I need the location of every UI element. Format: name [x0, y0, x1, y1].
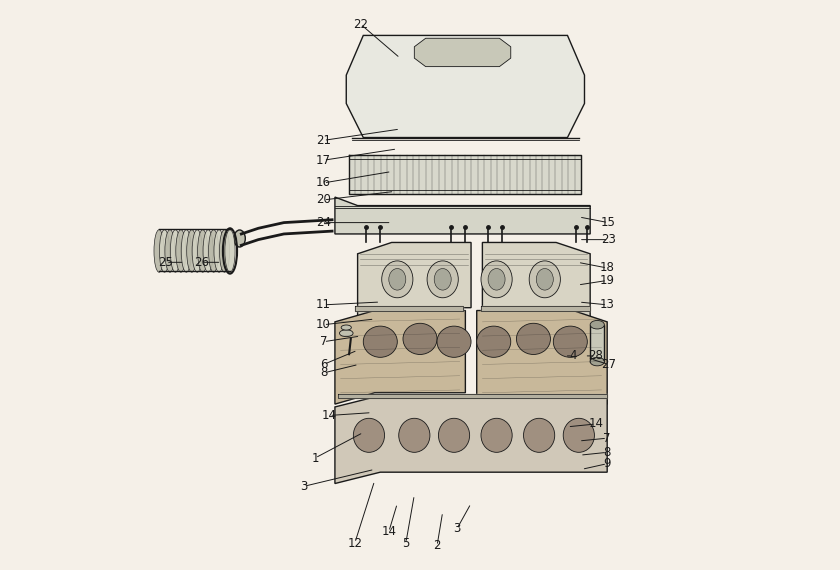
Text: 15: 15	[601, 216, 616, 229]
Text: 26: 26	[194, 256, 209, 269]
Ellipse shape	[181, 230, 192, 272]
Text: 19: 19	[600, 274, 615, 287]
Polygon shape	[349, 154, 580, 194]
PathPatch shape	[335, 197, 591, 234]
Ellipse shape	[488, 268, 505, 290]
Text: 1: 1	[312, 451, 319, 465]
Ellipse shape	[208, 230, 218, 272]
PathPatch shape	[346, 35, 585, 137]
PathPatch shape	[482, 242, 591, 319]
Ellipse shape	[434, 268, 451, 290]
Ellipse shape	[591, 357, 604, 366]
Text: 3: 3	[454, 523, 460, 535]
PathPatch shape	[414, 38, 511, 67]
Ellipse shape	[225, 230, 235, 272]
Ellipse shape	[234, 230, 245, 247]
Ellipse shape	[214, 230, 224, 272]
Text: 8: 8	[320, 367, 328, 380]
Ellipse shape	[341, 325, 351, 330]
Text: 14: 14	[322, 409, 337, 422]
Ellipse shape	[165, 230, 175, 272]
Ellipse shape	[381, 261, 413, 298]
Ellipse shape	[591, 320, 604, 329]
Ellipse shape	[477, 326, 511, 357]
Text: 7: 7	[320, 335, 328, 348]
Ellipse shape	[219, 230, 229, 272]
Ellipse shape	[154, 230, 164, 272]
Ellipse shape	[481, 261, 512, 298]
Text: 20: 20	[316, 193, 331, 206]
PathPatch shape	[335, 311, 465, 404]
Text: 10: 10	[316, 318, 331, 331]
Text: 4: 4	[570, 349, 577, 363]
Ellipse shape	[564, 418, 595, 453]
Ellipse shape	[517, 323, 550, 355]
Ellipse shape	[160, 230, 170, 272]
Ellipse shape	[339, 330, 353, 337]
Text: 5: 5	[402, 536, 410, 549]
Ellipse shape	[389, 268, 406, 290]
PathPatch shape	[335, 396, 607, 483]
Text: 2: 2	[433, 539, 441, 552]
Ellipse shape	[403, 323, 437, 355]
Ellipse shape	[529, 261, 560, 298]
Text: 17: 17	[316, 154, 331, 166]
Polygon shape	[338, 394, 607, 398]
Ellipse shape	[354, 418, 385, 453]
Ellipse shape	[554, 326, 587, 357]
Ellipse shape	[203, 230, 213, 272]
Text: 6: 6	[320, 358, 328, 371]
Polygon shape	[354, 306, 463, 311]
Text: 27: 27	[601, 358, 616, 371]
Ellipse shape	[427, 261, 459, 298]
Text: 14: 14	[381, 525, 396, 538]
Ellipse shape	[186, 230, 197, 272]
Text: 12: 12	[347, 536, 362, 549]
Text: 11: 11	[316, 298, 331, 311]
PathPatch shape	[477, 311, 607, 404]
Text: 3: 3	[300, 480, 307, 493]
Ellipse shape	[523, 418, 554, 453]
Bar	[591, 325, 604, 361]
Text: 21: 21	[316, 134, 331, 147]
Ellipse shape	[536, 268, 554, 290]
Text: 13: 13	[600, 298, 615, 311]
Text: 7: 7	[603, 431, 611, 445]
Ellipse shape	[197, 230, 207, 272]
Ellipse shape	[481, 418, 512, 453]
PathPatch shape	[358, 242, 471, 319]
Text: 16: 16	[316, 176, 331, 189]
Text: 9: 9	[603, 457, 611, 470]
Text: 24: 24	[316, 216, 331, 229]
Text: 28: 28	[588, 349, 603, 363]
Ellipse shape	[438, 418, 470, 453]
Ellipse shape	[171, 230, 181, 272]
Text: 25: 25	[159, 256, 173, 269]
Text: 8: 8	[603, 446, 611, 459]
Ellipse shape	[363, 326, 397, 357]
Ellipse shape	[176, 230, 186, 272]
Ellipse shape	[399, 418, 430, 453]
Text: 22: 22	[353, 18, 368, 31]
Polygon shape	[481, 306, 591, 311]
Text: 14: 14	[588, 417, 603, 430]
Text: 23: 23	[601, 233, 616, 246]
Ellipse shape	[192, 230, 202, 272]
Ellipse shape	[437, 326, 471, 357]
Text: 18: 18	[600, 262, 615, 275]
